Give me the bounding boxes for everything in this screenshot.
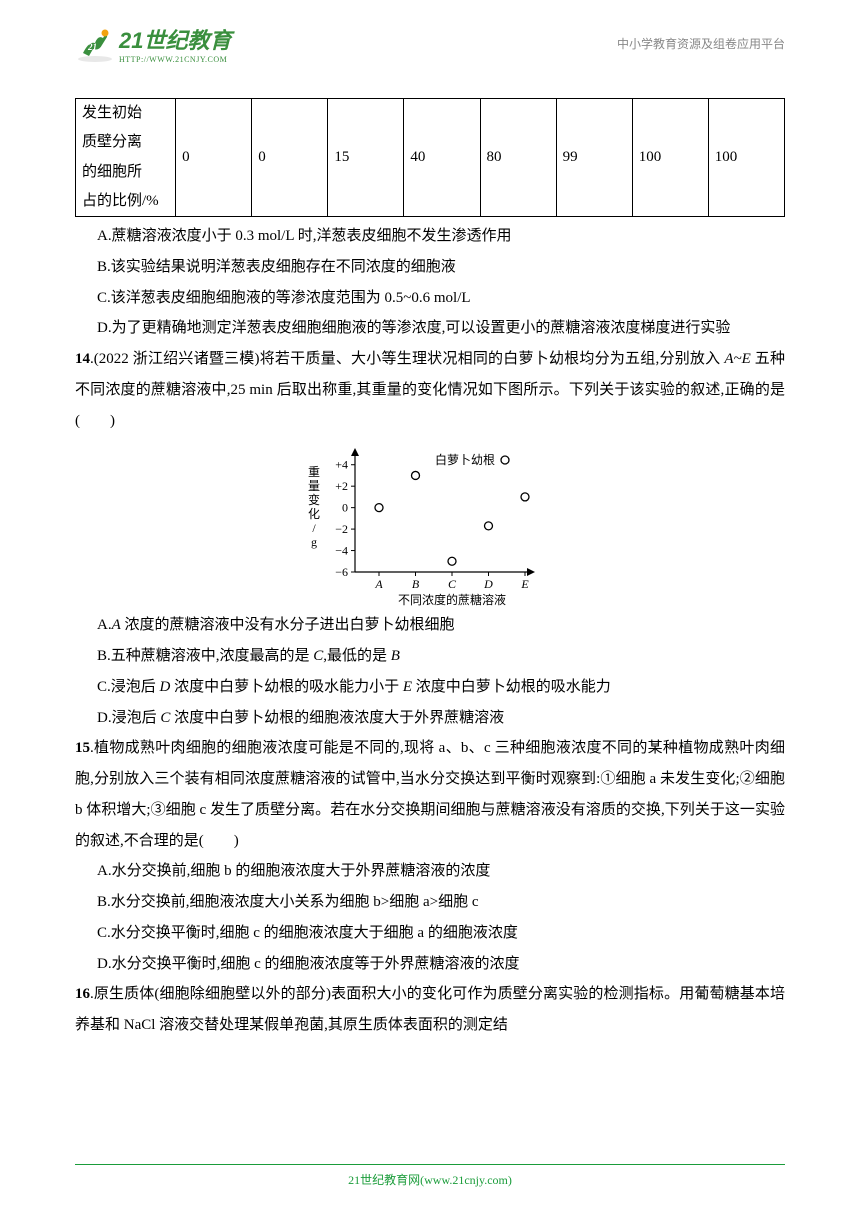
q15-option-a: A.水分交换前,细胞 b 的细胞液浓度大于外界蔗糖溶液的浓度 [75, 856, 785, 887]
chart-container: −6 −4 −2 0 +2 +4 A B C D E 重量变化/g 不同浓度的蔗糖溶液 白萝卜幼根 [75, 442, 785, 606]
q16-stem: 16.原生质体(细胞除细胞壁以外的部分)表面积大小的变化可作为质壁分离实验的检测… [75, 979, 785, 1041]
svg-text:变: 变 [308, 492, 320, 507]
page-footer: 21世纪教育网(www.21cnjy.com) [0, 1164, 860, 1188]
opt-it: A [112, 617, 121, 633]
question-number: 15 [75, 740, 90, 756]
q14-ae: A~E [724, 351, 750, 367]
svg-text:A: A [374, 577, 383, 591]
opt-it: C [313, 648, 323, 664]
footer-text: 21世纪教育网(www.21cnjy.com) [348, 1173, 512, 1187]
runner-icon: 21 [75, 23, 115, 63]
opt-pre: B.五种蔗糖溶液中,浓度最高的是 [97, 648, 313, 664]
q14-option-c: C.浸泡后 D 浓度中白萝卜幼根的吸水能力小于 E 浓度中白萝卜幼根的吸水能力 [75, 672, 785, 703]
table-cell: 0 [176, 99, 252, 217]
q15-stem: 15.植物成熟叶肉细胞的细胞液浓度可能是不同的,现将 a、b、c 三种细胞液浓度… [75, 733, 785, 856]
table-label-line: 占的比例/% [82, 193, 159, 209]
table-cell: 15 [328, 99, 404, 217]
q13-option-b: B.该实验结果说明洋葱表皮细胞存在不同浓度的细胞液 [75, 252, 785, 283]
svg-text:不同浓度的蔗糖溶液: 不同浓度的蔗糖溶液 [398, 592, 506, 606]
svg-text:重: 重 [308, 465, 320, 479]
table-cell: 40 [404, 99, 480, 217]
svg-text:化: 化 [308, 507, 320, 521]
q15-option-b: B.水分交换前,细胞液浓度大小关系为细胞 b>细胞 a>细胞 c [75, 887, 785, 918]
scatter-chart-svg: −6 −4 −2 0 +2 +4 A B C D E 重量变化/g 不同浓度的蔗糖溶液 白萝卜幼根 [301, 442, 559, 606]
logo-url: HTTP://WWW.21CNJY.COM [119, 55, 231, 64]
q15-text: .植物成熟叶肉细胞的细胞液浓度可能是不同的,现将 a、b、c 三种细胞液浓度不同… [75, 740, 785, 848]
q14-option-b: B.五种蔗糖溶液中,浓度最高的是 C,最低的是 B [75, 641, 785, 672]
table-label-line: 发生初始 [82, 105, 142, 121]
opt-it: D [160, 679, 171, 695]
footer-divider [75, 1164, 785, 1165]
table-cell: 100 [632, 99, 708, 217]
page-header: 21 21世纪教育 HTTP://WWW.21CNJY.COM 中小学教育资源及… [0, 18, 860, 68]
question-number: 14 [75, 351, 90, 367]
svg-text:E: E [520, 577, 529, 591]
opt-it: C [160, 710, 170, 726]
table-cell: 80 [480, 99, 556, 217]
q15-option-d: D.水分交换平衡时,细胞 c 的细胞液浓度等于外界蔗糖溶液的浓度 [75, 949, 785, 980]
q13-option-c: C.该洋葱表皮细胞细胞液的等渗浓度范围为 0.5~0.6 mol/L [75, 283, 785, 314]
opt-pre: A. [97, 617, 112, 633]
svg-text:0: 0 [342, 501, 348, 515]
svg-text:+2: +2 [335, 479, 348, 493]
document-body: 发生初始 质壁分离 的细胞所 占的比例/% 0 0 15 40 80 99 10… [75, 98, 785, 1041]
header-subtitle: 中小学教育资源及组卷应用平台 [617, 35, 785, 52]
svg-text:白萝卜幼根: 白萝卜幼根 [435, 452, 495, 467]
opt-pre: C.浸泡后 [97, 679, 160, 695]
table-label-line: 的细胞所 [82, 164, 142, 180]
svg-text:−6: −6 [335, 565, 348, 579]
svg-text:g: g [311, 535, 317, 549]
opt-it: E [403, 679, 412, 695]
q14-stem: 14.(2022 浙江绍兴诸暨三模)将若干质量、大小等生理状况相同的白萝卜幼根均… [75, 344, 785, 436]
table-row: 发生初始 质壁分离 的细胞所 占的比例/% 0 0 15 40 80 99 10… [76, 99, 785, 217]
logo-text-block: 21世纪教育 HTTP://WWW.21CNJY.COM [119, 23, 231, 64]
q14-option-d: D.浸泡后 C 浓度中白萝卜幼根的细胞液浓度大于外界蔗糖溶液 [75, 703, 785, 734]
table-label-cell: 发生初始 质壁分离 的细胞所 占的比例/% [76, 99, 176, 217]
q13-option-a: A.蔗糖溶液浓度小于 0.3 mol/L 时,洋葱表皮细胞不发生渗透作用 [75, 221, 785, 252]
q14-pre: .(2022 浙江绍兴诸暨三模)将若干质量、大小等生理状况相同的白萝卜幼根均分为… [90, 351, 724, 367]
svg-text:/: / [312, 521, 316, 535]
site-logo: 21 21世纪教育 HTTP://WWW.21CNJY.COM [75, 23, 231, 64]
svg-text:+4: +4 [335, 458, 348, 472]
table-cell: 99 [556, 99, 632, 217]
opt-it: B [391, 648, 400, 664]
svg-text:B: B [412, 577, 420, 591]
opt-post: 浓度中白萝卜幼根的吸水能力 [412, 679, 611, 695]
table-cell: 0 [252, 99, 328, 217]
svg-text:−2: −2 [335, 522, 348, 536]
svg-text:量: 量 [308, 479, 320, 493]
logo-title: 21世纪教育 [119, 23, 231, 55]
q15-option-c: C.水分交换平衡时,细胞 c 的细胞液浓度大于细胞 a 的细胞液浓度 [75, 918, 785, 949]
opt-mid: ,最低的是 [323, 648, 391, 664]
table-cell: 100 [708, 99, 784, 217]
svg-text:C: C [448, 577, 457, 591]
q16-text: .原生质体(细胞除细胞壁以外的部分)表面积大小的变化可作为质壁分离实验的检测指标… [75, 986, 785, 1033]
svg-text:D: D [483, 577, 493, 591]
opt-post: 浓度中白萝卜幼根的细胞液浓度大于外界蔗糖溶液 [170, 710, 504, 726]
plasmolysis-table: 发生初始 质壁分离 的细胞所 占的比例/% 0 0 15 40 80 99 10… [75, 98, 785, 217]
table-label-line: 质壁分离 [82, 134, 142, 150]
opt-mid: 浓度中白萝卜幼根的吸水能力小于 [170, 679, 403, 695]
opt-post: 浓度的蔗糖溶液中没有水分子进出白萝卜幼根细胞 [121, 617, 455, 633]
q13-option-d: D.为了更精确地测定洋葱表皮细胞细胞液的等渗浓度,可以设置更小的蔗糖溶液浓度梯度… [75, 313, 785, 344]
opt-pre: D.浸泡后 [97, 710, 160, 726]
radish-chart: −6 −4 −2 0 +2 +4 A B C D E 重量变化/g 不同浓度的蔗糖溶液 白萝卜幼根 [301, 442, 559, 606]
question-number: 16 [75, 986, 90, 1002]
svg-text:−4: −4 [335, 544, 348, 558]
q14-option-a: A.A 浓度的蔗糖溶液中没有水分子进出白萝卜幼根细胞 [75, 610, 785, 641]
svg-text:21: 21 [87, 42, 97, 52]
